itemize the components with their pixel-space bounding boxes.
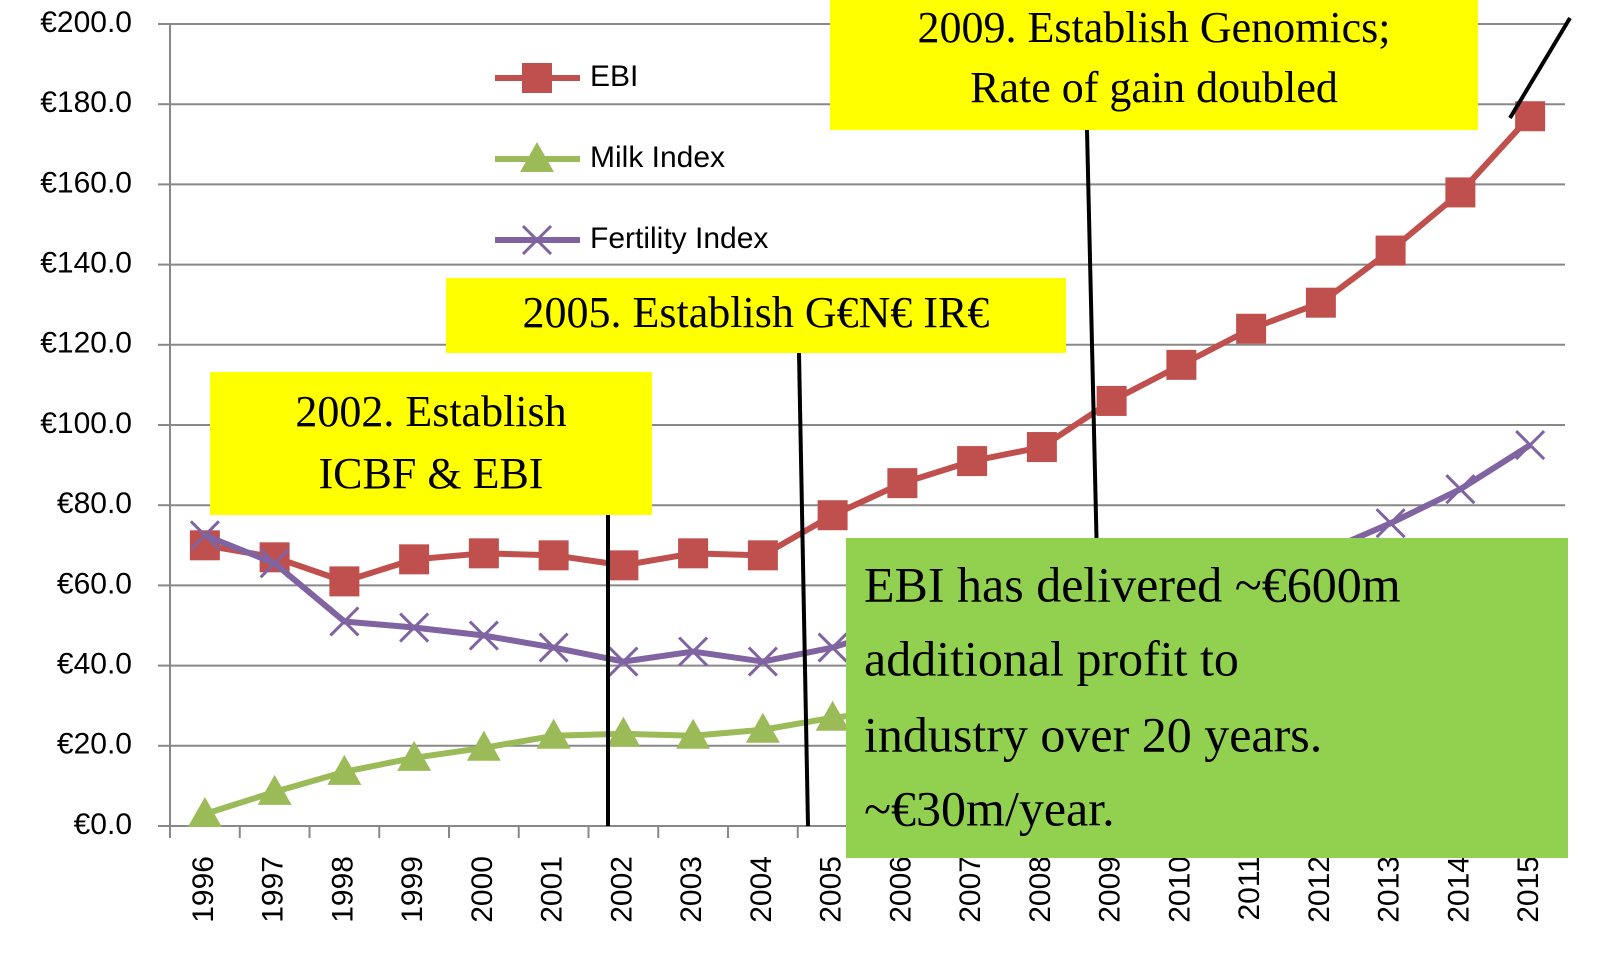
annotations: 2002. Establish ICBF & EBI 2005. Establi… bbox=[210, 0, 1572, 858]
marker bbox=[189, 520, 220, 551]
marker bbox=[817, 632, 848, 663]
x-tick-label: 2012 bbox=[1303, 856, 1336, 923]
marker bbox=[399, 544, 430, 575]
marker bbox=[957, 446, 988, 477]
x-tick-label: 2015 bbox=[1512, 856, 1545, 923]
annotation-text: 2005. Establish G€N€ IR€ bbox=[523, 288, 990, 337]
marker bbox=[608, 550, 639, 581]
x-tick-label: 2006 bbox=[884, 856, 917, 923]
y-tick-label: €100.0 bbox=[40, 407, 132, 440]
marker bbox=[1305, 287, 1336, 318]
y-tick-label: €180.0 bbox=[40, 86, 132, 119]
marker bbox=[1515, 101, 1546, 132]
marker bbox=[468, 538, 499, 569]
marker bbox=[397, 740, 432, 771]
annotation-text: 2009. Establish Genomics; bbox=[918, 3, 1391, 52]
marker bbox=[466, 730, 501, 761]
marker bbox=[538, 540, 569, 571]
x-tick-label: 2001 bbox=[536, 856, 569, 923]
annotation-text: additional profit to bbox=[864, 630, 1239, 686]
marker bbox=[817, 500, 848, 531]
annotation-text: industry over 20 years. bbox=[864, 706, 1322, 762]
y-tick-label: €160.0 bbox=[40, 166, 132, 199]
marker bbox=[606, 716, 641, 747]
marker bbox=[608, 646, 639, 677]
marker bbox=[678, 538, 709, 569]
x-tick-label: 1998 bbox=[326, 856, 359, 923]
y-tick-label: €0.0 bbox=[74, 808, 132, 841]
annotation-text: 2002. Establish bbox=[295, 387, 566, 436]
y-tick-label: €80.0 bbox=[57, 487, 132, 520]
marker bbox=[887, 468, 918, 499]
legend-marker bbox=[522, 63, 552, 93]
pointer-line bbox=[797, 352, 810, 827]
x-tick-label: 1999 bbox=[396, 856, 429, 923]
y-tick-label: €40.0 bbox=[57, 648, 132, 681]
pointer-line bbox=[1508, 16, 1572, 120]
marker bbox=[678, 636, 709, 667]
y-tick-label: €140.0 bbox=[40, 247, 132, 280]
x-tick-label: 2004 bbox=[745, 856, 778, 923]
annotation-box bbox=[446, 278, 1066, 353]
annotation-text: Rate of gain doubled bbox=[970, 63, 1338, 112]
x-tick-label: 1997 bbox=[257, 856, 290, 923]
y-tick-label: €120.0 bbox=[40, 327, 132, 360]
marker bbox=[747, 540, 778, 571]
marker bbox=[815, 700, 850, 731]
legend: EBI Milk Index Fertility Index bbox=[495, 60, 768, 256]
x-tick-label: 2014 bbox=[1442, 856, 1475, 923]
annotation-text: ICBF & EBI bbox=[319, 449, 544, 498]
annotation-text: ~€30m/year. bbox=[864, 780, 1115, 836]
legend-label: Fertility Index bbox=[590, 222, 768, 255]
marker bbox=[1236, 313, 1267, 344]
marker bbox=[329, 606, 360, 637]
x-tick-label: 2011 bbox=[1233, 856, 1266, 921]
marker bbox=[257, 774, 292, 805]
x-tick-label: 2007 bbox=[954, 856, 987, 923]
annotation-box bbox=[210, 372, 652, 515]
x-tick-label: 2003 bbox=[675, 856, 708, 923]
marker bbox=[747, 646, 778, 677]
annotation-text: EBI has delivered ~€600m bbox=[864, 556, 1401, 612]
marker bbox=[1166, 349, 1197, 380]
marker bbox=[1445, 177, 1476, 208]
pointer-line bbox=[1085, 129, 1099, 561]
series bbox=[189, 101, 1546, 597]
marker bbox=[1445, 474, 1476, 505]
marker bbox=[538, 632, 569, 663]
marker bbox=[1026, 432, 1057, 463]
x-tick-label: 2009 bbox=[1094, 856, 1127, 923]
marker bbox=[1096, 385, 1127, 416]
y-tick-label: €60.0 bbox=[57, 567, 132, 600]
marker bbox=[468, 620, 499, 651]
y-tick-label: €200.0 bbox=[40, 6, 132, 39]
x-tick-label: 2010 bbox=[1163, 856, 1196, 923]
marker bbox=[187, 796, 222, 827]
annotation-box bbox=[846, 538, 1568, 858]
x-tick-label: 2005 bbox=[815, 856, 848, 923]
legend-label: EBI bbox=[590, 60, 638, 93]
legend-marker bbox=[520, 142, 554, 172]
marker bbox=[327, 754, 362, 785]
legend-marker bbox=[521, 224, 553, 256]
x-tick-label: 2008 bbox=[1024, 856, 1057, 923]
x-tick-label: 2013 bbox=[1373, 856, 1406, 923]
marker bbox=[676, 718, 711, 749]
marker bbox=[399, 612, 430, 643]
marker bbox=[259, 548, 290, 579]
x-tick-label: 2002 bbox=[605, 856, 638, 923]
x-tick-label: 2000 bbox=[466, 856, 499, 923]
marker bbox=[1375, 235, 1406, 266]
marker bbox=[329, 566, 360, 597]
x-tick-label: 1996 bbox=[187, 856, 220, 923]
marker bbox=[745, 712, 780, 743]
marker bbox=[536, 718, 571, 749]
marker bbox=[1375, 508, 1406, 539]
marker bbox=[1515, 429, 1546, 461]
legend-label: Milk Index bbox=[590, 141, 725, 174]
annotation-box bbox=[830, 0, 1478, 130]
y-tick-label: €20.0 bbox=[57, 728, 132, 761]
